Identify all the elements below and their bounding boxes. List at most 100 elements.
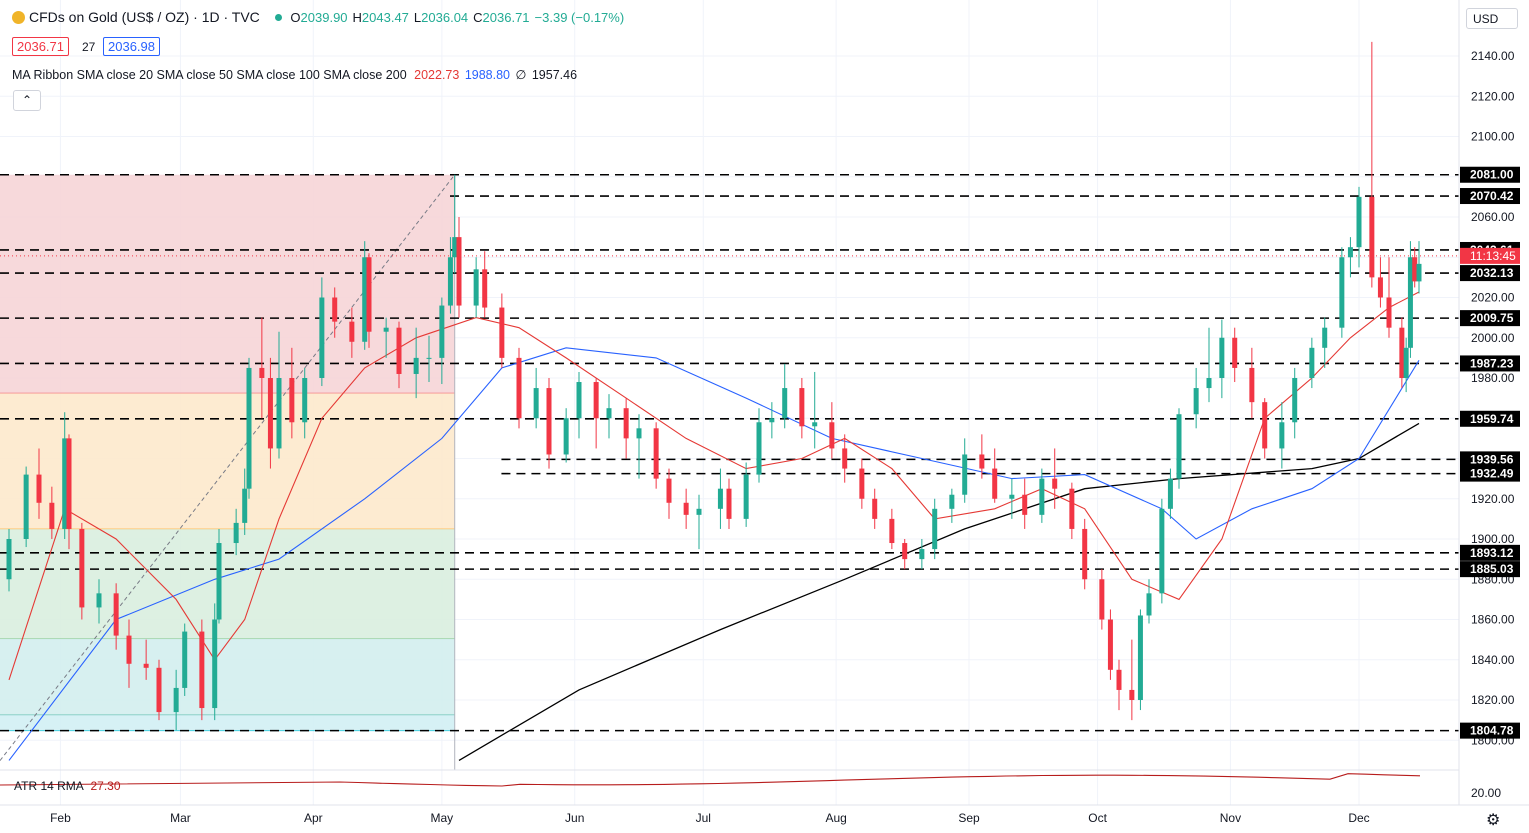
candle-body — [756, 422, 762, 475]
candle-body — [1159, 508, 1165, 594]
level-price-box — [1460, 166, 1520, 183]
level-price-label: 1804.78 — [1470, 724, 1514, 738]
last-price-label: 11:13:45 — [1470, 249, 1516, 263]
candle-body — [1407, 257, 1413, 348]
y-tick-label: 2020.00 — [1471, 291, 1515, 305]
candle-body — [726, 488, 732, 519]
y-tick-label: 1820.00 — [1471, 693, 1515, 707]
ohlc-high: 2043.47 — [361, 10, 409, 25]
candle-body — [447, 257, 453, 306]
candle-body — [289, 378, 295, 423]
ma-ribbon-legend[interactable]: MA Ribbon SMA close 20 SMA close 50 SMA … — [12, 67, 577, 82]
candle-body — [1356, 196, 1362, 248]
fib-band — [0, 393, 455, 530]
y-tick-label: 2140.00 — [1471, 49, 1515, 63]
last-price-box — [1460, 247, 1520, 264]
candle-body — [533, 388, 539, 419]
candle-body — [1107, 619, 1113, 670]
candle-body — [276, 378, 282, 449]
level-price-box — [1460, 722, 1520, 739]
ohlc-c-label: C — [473, 10, 483, 25]
candle-body — [1369, 196, 1375, 278]
fib-band — [0, 638, 455, 716]
ohlc-open: 2039.90 — [300, 10, 348, 25]
candle-body — [143, 663, 149, 668]
level-price-box — [1460, 310, 1520, 327]
candle-body — [62, 438, 68, 529]
candle-body — [36, 474, 42, 503]
candle-body — [499, 307, 505, 358]
x-tick-label: Sep — [958, 811, 980, 825]
candle-body — [156, 667, 162, 713]
candle-body — [396, 327, 402, 374]
x-tick-label: Jul — [696, 811, 711, 825]
candle-body — [173, 687, 179, 713]
candle-body — [246, 367, 252, 489]
atr-legend[interactable]: ATR 14 RMA 27.30 — [14, 779, 121, 793]
level-price-label: 1959.74 — [1470, 412, 1514, 426]
candle-body — [1206, 378, 1212, 389]
candle-body — [66, 438, 72, 529]
candle-body — [889, 518, 895, 544]
candle-body — [383, 327, 389, 332]
chevron-up-icon: ⌃ — [21, 93, 33, 107]
level-price-box — [1460, 561, 1520, 578]
candle-body — [683, 502, 689, 515]
candle-body — [259, 367, 265, 378]
candle-body — [743, 474, 749, 519]
ma-ribbon-value-100: ∅ — [515, 68, 527, 82]
x-tick-label: Nov — [1220, 811, 1241, 825]
candle-body — [593, 382, 599, 419]
candle-body — [1377, 277, 1383, 298]
collapse-legend-button[interactable]: ⌃ — [13, 90, 41, 111]
fib-band — [0, 715, 455, 731]
candle-body — [872, 498, 878, 519]
candle-body — [332, 297, 338, 322]
candle-body — [782, 388, 788, 419]
candle-body — [113, 593, 119, 636]
candle-body — [1176, 414, 1182, 479]
candle-body — [1129, 689, 1135, 700]
fib-band — [0, 174, 455, 394]
candle-body — [96, 593, 102, 608]
y-tick-label: 2000.00 — [1471, 331, 1515, 345]
x-tick-label: Feb — [50, 811, 71, 825]
level-price-box — [1460, 355, 1520, 372]
level-price-box — [1460, 465, 1520, 482]
x-tick-label: Mar — [170, 811, 191, 825]
candle-body — [233, 522, 239, 544]
y-tick-label: 2100.00 — [1471, 130, 1515, 144]
candle-body — [182, 631, 188, 688]
ask-badge[interactable]: 2036.98 — [103, 37, 160, 56]
candle-body — [1137, 615, 1143, 700]
candle-body — [859, 468, 865, 499]
ohlc-l-label: L — [413, 10, 422, 25]
level-price-label: 2081.00 — [1470, 168, 1514, 182]
bid-badge[interactable]: 2036.71 — [12, 37, 69, 56]
candle-body — [267, 378, 273, 449]
level-price-label: 1932.49 — [1470, 467, 1514, 481]
y-tick-label: 1860.00 — [1471, 613, 1515, 627]
ohlc-close: 2036.71 — [482, 10, 530, 25]
currency-select[interactable]: USD — [1466, 8, 1518, 29]
candle-body — [1219, 337, 1225, 378]
level-price-box — [1460, 265, 1520, 282]
candle-body — [1339, 257, 1345, 328]
candle-body — [242, 488, 248, 523]
gear-icon[interactable]: ⚙ — [1486, 812, 1501, 829]
level-price-box — [1460, 544, 1520, 561]
gold-symbol-icon — [12, 11, 25, 24]
candle-body — [1309, 347, 1315, 378]
candle-body — [516, 357, 522, 419]
level-price-label: 1987.23 — [1470, 356, 1514, 370]
candle-body — [1167, 478, 1173, 509]
candle-body — [1403, 347, 1409, 378]
ma-ribbon-value-200: 1957.46 — [531, 68, 578, 82]
candle-body — [1347, 247, 1353, 258]
candle-body — [829, 422, 835, 449]
candle-body — [1322, 327, 1328, 348]
candle-body — [1022, 494, 1028, 515]
candle-body — [696, 508, 702, 515]
symbol-title[interactable]: CFDs on Gold (US$ / OZ) · 1D · TVC — [29, 9, 260, 25]
